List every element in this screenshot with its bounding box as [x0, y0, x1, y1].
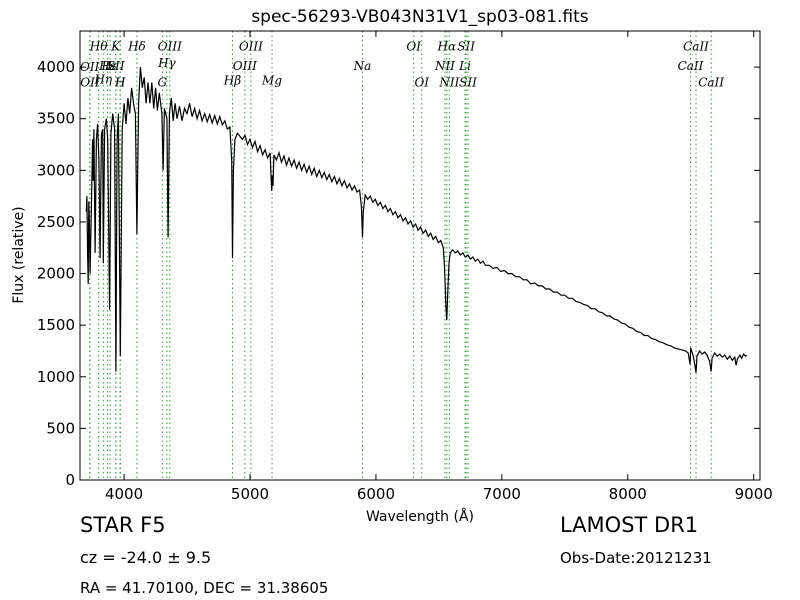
- x-tick-label: 4000: [105, 485, 143, 503]
- y-tick-label: 2000: [37, 265, 75, 283]
- x-tick-label: 8000: [609, 485, 647, 503]
- spectral-line-label: NII: [438, 76, 459, 90]
- spectral-lines-layer: OIIOIIHθHηHεHεKHHSIIHδGHγOIIIHβOIIIOIIIM…: [80, 31, 724, 480]
- x-tick-label: 7000: [483, 485, 521, 503]
- x-tick-label: 5000: [231, 485, 269, 503]
- spectral-line-label: H: [114, 76, 126, 90]
- spectral-line-label: G: [158, 76, 168, 90]
- y-tick-label: 500: [46, 419, 75, 437]
- y-tick-label: 2500: [37, 213, 75, 231]
- spectral-line-label: OIII: [239, 39, 263, 53]
- spectral-line-label: OI: [406, 39, 421, 53]
- y-tick-label: 3500: [37, 110, 75, 128]
- y-tick-label: 4000: [37, 58, 75, 76]
- y-tick-label: 1000: [37, 368, 75, 386]
- spectral-line-label: Hβ: [223, 74, 241, 88]
- spectral-line-label: OIII: [233, 59, 257, 73]
- y-tick-label: 3000: [37, 161, 75, 179]
- spectral-line-label: H: [114, 76, 126, 90]
- spectral-line-label: Hη: [93, 73, 112, 87]
- spectral-line-label: Hδ: [127, 39, 146, 53]
- redshift-text: cz = -24.0 ± 9.5: [80, 548, 212, 567]
- spectral-line-label: OI: [414, 76, 429, 90]
- x-tick-label: 9000: [735, 485, 773, 503]
- spectral-line-label: Hγ: [157, 56, 176, 70]
- spectrum-series-line: [85, 67, 748, 373]
- coordinates-text: RA = 41.70100, DEC = 31.38605: [80, 579, 329, 597]
- y-axis-label: Flux (relative): [11, 206, 27, 303]
- spectral-line-label: Hε: [98, 59, 116, 73]
- observation-date: Obs-Date:20121231: [560, 549, 712, 567]
- series-layer: [85, 67, 748, 373]
- object-class-text: STAR F5: [80, 513, 166, 537]
- spectral-line-label: Hα: [437, 39, 457, 53]
- spectral-line-label: Mg: [261, 74, 282, 88]
- spectral-line-label: CaII: [678, 59, 704, 73]
- spectral-line-label: Hε: [101, 59, 119, 73]
- spectral-line-label: CaII: [698, 76, 724, 90]
- y-tick-label: 1500: [37, 316, 75, 334]
- spectral-line-label: SII: [459, 76, 477, 90]
- axes-layer: 4000 5000 6000 7000 8000 9000 0 500 1000 1500 2000…: [37, 30, 773, 503]
- chart-title: spec-56293-VB043N31V1_sp03-081.fits: [251, 7, 588, 27]
- spectral-line-label: K: [110, 39, 121, 53]
- spectral-line-label: Hθ: [89, 39, 108, 53]
- x-tick-label: 6000: [357, 485, 395, 503]
- x-axis-label: Wavelength (Å): [366, 508, 474, 525]
- survey-name: LAMOST DR1: [560, 513, 699, 537]
- spectral-line-label: SII: [107, 59, 125, 73]
- y-tick-label: 0: [65, 471, 75, 489]
- spectral-line-label: OII: [80, 76, 100, 90]
- spectral-line-label: OIII: [158, 39, 182, 53]
- spectral-line-label: SII: [457, 39, 475, 53]
- spectral-line-label: Li: [458, 59, 471, 73]
- plot-frame: [79, 30, 761, 481]
- spectral-line-label: Na: [353, 59, 372, 73]
- spectral-line-label: NII: [434, 59, 455, 73]
- spectral-line-label: CaII: [683, 39, 709, 53]
